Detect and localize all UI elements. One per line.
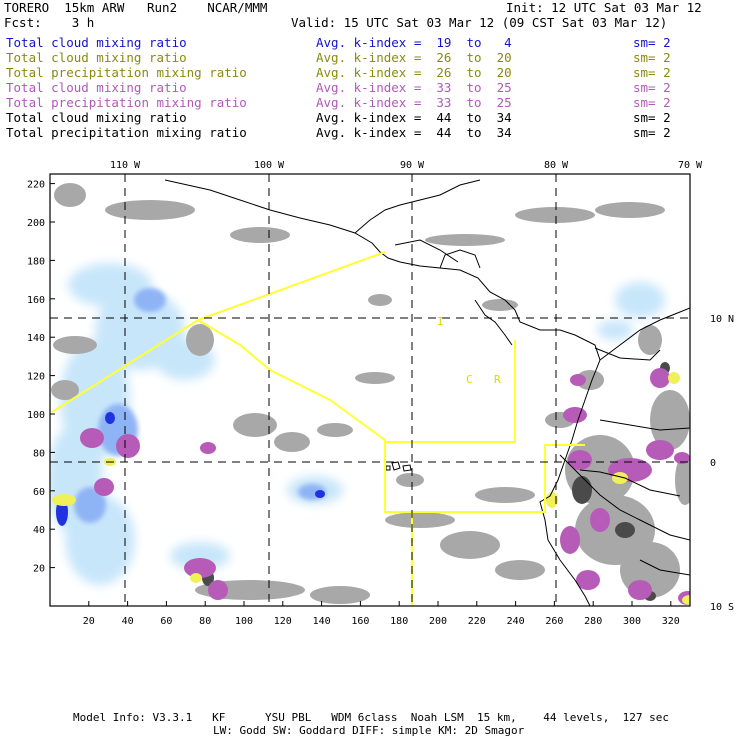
physics-info: LW: Godd SW: Goddard DIFF: simple KM: 2D… [213, 724, 525, 737]
lon-label: 100 W [254, 160, 285, 171]
legend-sm: sm= 2 [633, 35, 671, 50]
lat-label: 10 N [710, 314, 734, 325]
lat-lon-grid [50, 174, 690, 606]
x-tick-label: 160 [351, 616, 369, 627]
legend-sm: sm= 2 [633, 50, 671, 65]
x-tick-label: 300 [623, 616, 641, 627]
x-tick-label: 60 [160, 616, 172, 627]
cloud-field-dark-gray [202, 362, 670, 601]
legend-kindex: Avg. k-index = 33 to 25 [316, 95, 512, 110]
region-letter: I [437, 315, 444, 328]
x-tick-label: 320 [662, 616, 680, 627]
region-letter: C [466, 373, 473, 386]
x-tick-label: 40 [122, 616, 134, 627]
legend-kindex: Avg. k-index = 26 to 20 [316, 65, 512, 80]
legend-sm: sm= 2 [633, 95, 671, 110]
model-info: Model Info: V3.3.1 KF YSU PBL WDM 6class… [73, 711, 670, 724]
lon-label: 90 W [400, 160, 425, 171]
x-tick-label: 120 [274, 616, 292, 627]
cloud-field-violet [80, 368, 690, 605]
x-axis: 20 40 60 80 100 120 140 160 180 200 220 240 260 280 30… [83, 601, 680, 627]
legend-sm: sm= 2 [633, 125, 671, 140]
coastline [164, 179, 690, 606]
map-border [49, 173, 691, 607]
region-letter: R [494, 373, 501, 386]
legend-sm: sm= 2 [633, 65, 671, 80]
x-tick-label: 280 [584, 616, 602, 627]
legend-sm: sm= 2 [633, 110, 671, 125]
lat-label: 0 [710, 458, 716, 469]
legend-field: Total precipitation mixing ratio [6, 65, 247, 80]
legend-kindex: Avg. k-index = 26 to 20 [316, 50, 512, 65]
y-tick-label: 160 [27, 295, 45, 306]
y-tick-label: 100 [27, 410, 45, 421]
y-tick-label: 80 [33, 448, 45, 459]
forecast-hour: Fcst: 3 h [4, 15, 95, 30]
x-tick-label: 200 [429, 616, 447, 627]
x-tick-label: 220 [468, 616, 486, 627]
legend-field: Total cloud mixing ratio [6, 80, 187, 95]
y-axis: 220 200 180 160 140 120 100 80 60 40 20 [27, 180, 55, 575]
model-title: TORERO 15km ARW Run2 NCAR/MMM [4, 0, 268, 15]
legend-kindex: Avg. k-index = 44 to 34 [316, 110, 512, 125]
legend-field: Total precipitation mixing ratio [6, 125, 247, 140]
y-tick-label: 180 [27, 256, 45, 267]
legend-field: Total precipitation mixing ratio [6, 95, 247, 110]
x-tick-label: 20 [83, 616, 95, 627]
valid-time: Valid: 15 UTC Sat 03 Mar 12 (09 CST Sat … [291, 15, 668, 30]
legend-kindex: Avg. k-index = 19 to 4 [316, 35, 512, 50]
x-tick-label: 100 [235, 616, 253, 627]
x-tick-label: 80 [199, 616, 211, 627]
legend-kindex: Avg. k-index = 33 to 25 [316, 80, 512, 95]
lon-label: 70 W [678, 160, 703, 171]
y-tick-label: 220 [27, 180, 45, 191]
y-tick-label: 20 [33, 564, 45, 575]
legend-field: Total cloud mixing ratio [6, 50, 187, 65]
x-tick-label: 180 [390, 616, 408, 627]
legend-field: Total cloud mixing ratio [6, 110, 187, 125]
lon-label: 110 W [110, 160, 141, 171]
y-tick-label: 60 [33, 487, 45, 498]
y-tick-label: 140 [27, 333, 45, 344]
legend-kindex: Avg. k-index = 44 to 34 [316, 125, 512, 140]
y-tick-label: 40 [33, 525, 45, 536]
x-tick-label: 140 [313, 616, 331, 627]
lon-label: 80 W [544, 160, 569, 171]
x-tick-label: 260 [545, 616, 563, 627]
legend-sm: sm= 2 [633, 80, 671, 95]
legend-field: Total cloud mixing ratio [6, 35, 187, 50]
x-tick-label: 240 [507, 616, 525, 627]
y-tick-label: 120 [27, 372, 45, 383]
lat-label: 10 S [710, 602, 734, 613]
init-time: Init: 12 UTC Sat 03 Mar 12 [506, 0, 702, 15]
cloud-field-yellow [52, 372, 690, 605]
y-tick-label: 200 [27, 218, 45, 229]
